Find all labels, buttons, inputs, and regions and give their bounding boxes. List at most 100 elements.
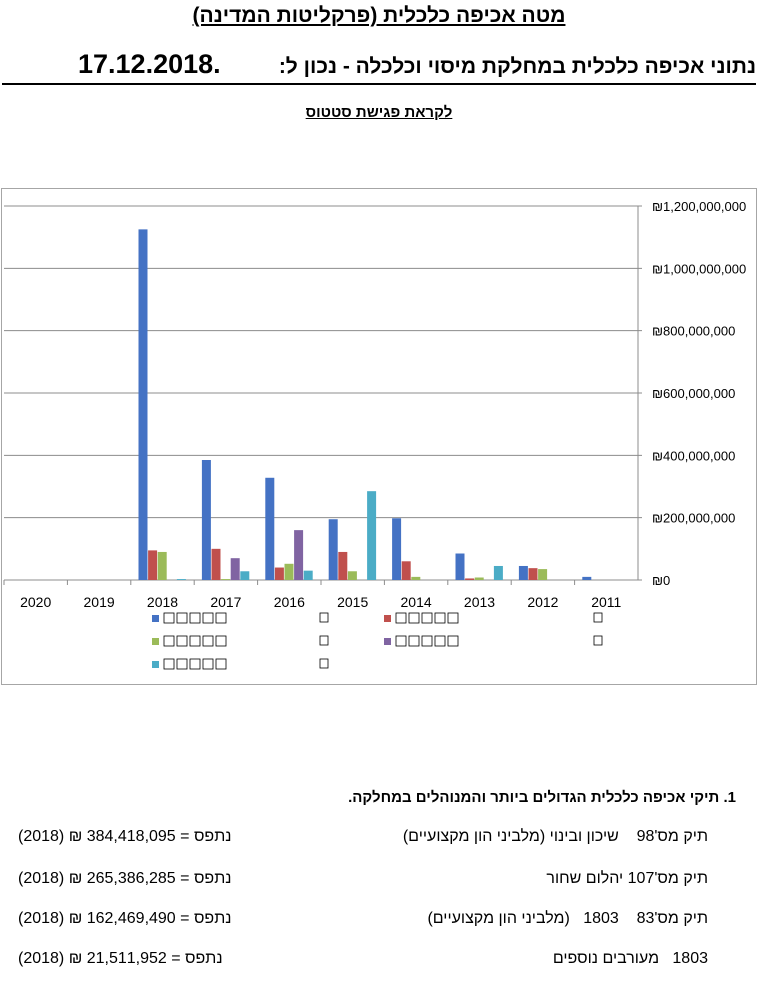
- bar: [582, 576, 592, 580]
- case-row: 1803 מעורבים נוספים (2018) ₪ 21,511,952 …: [0, 950, 758, 974]
- legend-glyph-box: [189, 658, 201, 670]
- section-heading: 1. תיקי אכיפה כלכלית הגדולים ביותר והמנו…: [348, 789, 736, 806]
- bar: [157, 551, 167, 580]
- x-tick-label: 2017: [210, 594, 241, 610]
- case-name: תיק מס'83 1803 (מלביני הון מקצועיים): [427, 910, 708, 927]
- legend-glyph-box: [408, 635, 420, 647]
- y-tick-label: ₪800,000,000: [652, 324, 735, 339]
- legend-glyph-box: [189, 635, 201, 647]
- bar: [338, 551, 348, 580]
- bar: [176, 579, 186, 580]
- case-amount: (2018) ₪ 384,418,095 = נתפס: [18, 828, 232, 845]
- legend-glyph-box: [593, 635, 603, 646]
- legend-swatch: [152, 661, 159, 668]
- y-tick-label: ₪0: [652, 573, 670, 588]
- bar: [138, 229, 148, 580]
- legend-glyph-box: [189, 612, 201, 624]
- legend-glyph-box: [447, 612, 459, 624]
- bar: [265, 477, 275, 580]
- y-tick-label: ₪400,000,000: [652, 448, 735, 463]
- x-tick-label: 2016: [274, 594, 305, 610]
- x-tick-label: 2015: [337, 594, 368, 610]
- legend-swatch: [152, 615, 159, 622]
- bar: [294, 530, 304, 580]
- legend-glyph-box: [176, 612, 188, 624]
- bar: [474, 577, 484, 580]
- legend-swatch: [152, 638, 159, 645]
- bar: [401, 561, 411, 580]
- case-name: תיק מס'107 יהלום שחור: [546, 870, 708, 887]
- legend-glyph-box: [593, 612, 603, 623]
- legend-glyph-box: [202, 658, 214, 670]
- bar: [148, 550, 158, 580]
- x-tick-label: 2011: [591, 594, 621, 610]
- legend-glyph-box: [176, 658, 188, 670]
- y-tick-label: ₪600,000,000: [652, 386, 735, 401]
- x-tick-label: 2014: [401, 594, 432, 610]
- legend-glyph-box: [434, 612, 446, 624]
- bar: [211, 548, 221, 580]
- legend-glyph-box: [202, 635, 214, 647]
- legend-glyph-box: [215, 612, 227, 624]
- header-underline: [2, 83, 756, 85]
- legend-glyph-box: [176, 635, 188, 647]
- bar: [411, 576, 421, 580]
- legend-glyph-box: [434, 635, 446, 647]
- legend-swatch: [384, 638, 391, 645]
- bar: [230, 558, 240, 580]
- legend-glyph-box: [202, 612, 214, 624]
- bar: [538, 569, 548, 580]
- case-name: תיק מס'98 שיכון ובינוי (מלביני הון מקצוע…: [402, 828, 708, 845]
- y-tick-label: ₪200,000,000: [652, 511, 735, 526]
- legend-glyph-box: [163, 635, 175, 647]
- case-amount: (2018) ₪ 162,469,490 = נתפס: [18, 910, 232, 927]
- legend-glyph-box: [319, 612, 329, 623]
- bar: [465, 578, 475, 580]
- legend-glyph-box: [408, 612, 420, 624]
- case-row: תיק מס'83 1803 (מלביני הון מקצועיים) (20…: [0, 910, 758, 934]
- legend-glyph-box: [447, 635, 459, 647]
- data-date-value: 17.12.2018.: [78, 49, 221, 79]
- bar: [201, 460, 211, 580]
- status-heading: לקראת פגישת סטטוס: [305, 104, 453, 121]
- x-tick-label: 2012: [527, 594, 558, 610]
- case-row: תיק מס'107 יהלום שחור (2018) ₪ 265,386,2…: [0, 870, 758, 894]
- case-name: 1803 מעורבים נוספים: [552, 950, 708, 967]
- bar: [221, 579, 231, 580]
- bar: [328, 519, 338, 580]
- legend-glyph-box: [319, 635, 329, 646]
- bar: [455, 553, 465, 580]
- data-date-header: נתוני אכיפה כלכלית במחלקת מיסוי וכלכלה -…: [0, 49, 758, 85]
- legend-swatch: [384, 615, 391, 622]
- case-row: תיק מס'98 שיכון ובינוי (מלביני הון מקצוע…: [0, 828, 758, 852]
- legend-glyph-box: [421, 612, 433, 624]
- data-date-label: נתוני אכיפה כלכלית במחלקת מיסוי וכלכלה -…: [278, 55, 756, 78]
- legend-glyph-box: [421, 635, 433, 647]
- bar: [303, 570, 313, 580]
- bar: [518, 565, 528, 580]
- legend-glyph-box: [395, 635, 407, 647]
- legend-glyph-box: [163, 612, 175, 624]
- bar-chart-svg: ₪0 ₪200,000,000 ₪400,000,000 ₪600,000,000 ₪8…: [3, 199, 746, 670]
- enforcement-chart: ₪0 ₪200,000,000 ₪400,000,000 ₪600,000,000 ₪8…: [1, 188, 757, 685]
- bar: [528, 568, 538, 580]
- case-amount: (2018) ₪ 21,511,952 = נתפס: [18, 950, 223, 967]
- x-tick-label: 2020: [20, 594, 51, 610]
- bar: [392, 518, 402, 580]
- bar: [493, 565, 503, 580]
- bar: [347, 571, 357, 580]
- x-tick-label: 2018: [147, 594, 178, 610]
- legend-glyph-box: [163, 658, 175, 670]
- y-tick-label: ₪1,000,000,000: [652, 261, 746, 276]
- bar: [240, 571, 250, 580]
- legend-glyph-box: [319, 658, 329, 669]
- bar: [274, 567, 284, 580]
- legend-glyph-box: [215, 658, 227, 670]
- bar: [367, 491, 377, 580]
- x-tick-label: 2013: [464, 594, 495, 610]
- bar: [284, 563, 294, 580]
- legend-glyph-box: [395, 612, 407, 624]
- legend-glyph-box: [215, 635, 227, 647]
- document-title: מטה אכיפה כלכלית (פרקליטות המדינה): [192, 4, 566, 27]
- case-amount: (2018) ₪ 265,386,285 = נתפס: [18, 870, 232, 887]
